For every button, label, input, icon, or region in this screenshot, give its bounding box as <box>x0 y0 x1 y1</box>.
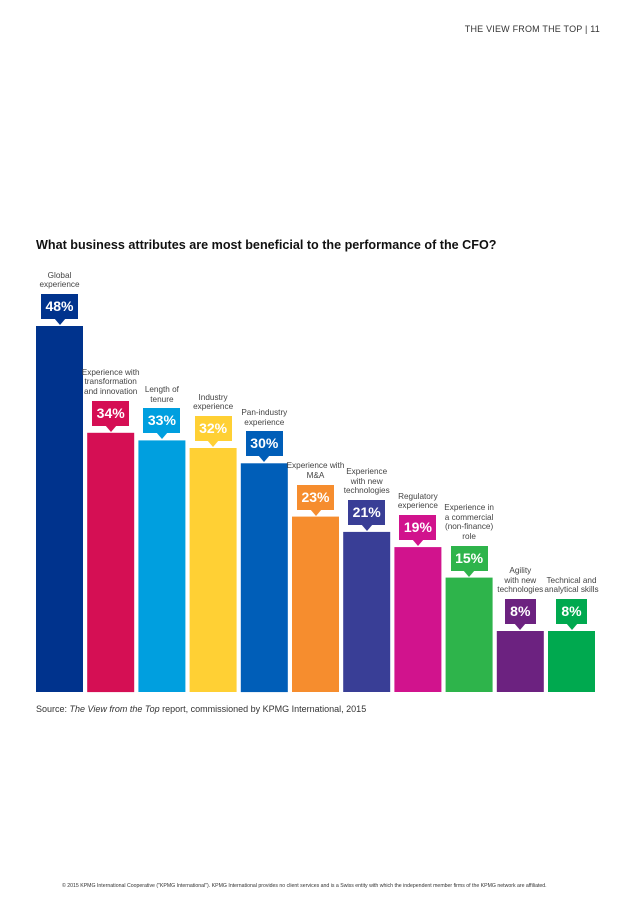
category-label-line: Experience <box>346 467 388 477</box>
category-label-line: experience <box>244 417 285 427</box>
value-label-1: 34% <box>92 400 130 432</box>
bar-0 <box>36 326 83 692</box>
value-label-6: 21% <box>348 499 386 531</box>
category-label-5: Experience with M&A <box>284 461 348 480</box>
category-label-line: technologies <box>497 585 544 595</box>
category-label-2: Length of tenure <box>130 385 194 404</box>
category-label-line: analytical skills <box>544 585 599 595</box>
source-report-title: The View from the Top <box>69 704 160 714</box>
page-header: THE VIEW FROM THE TOP | 11 <box>464 24 600 34</box>
chart-title: What business attributes are most benefi… <box>36 238 497 252</box>
bar-3 <box>189 448 237 692</box>
category-label-line: Global <box>47 270 72 280</box>
value-label-3: 32% <box>194 416 232 447</box>
category-label-4: Pan-industry experience <box>232 408 296 427</box>
bar-5 <box>292 516 339 692</box>
bar-9 <box>496 631 544 692</box>
category-label-line: Length of <box>144 385 179 395</box>
category-label-line: (non-finance) <box>444 522 494 532</box>
source-prefix: Source: <box>36 704 70 714</box>
category-label-line: a commercial <box>444 512 494 522</box>
source-note: Source: The View from the Top report, co… <box>36 704 366 714</box>
category-label-0: Global experience <box>28 271 92 290</box>
category-label-line: Technical and <box>546 575 597 585</box>
category-label-6: Experience with new technologies <box>335 467 399 496</box>
category-label-line: Pan-industry <box>241 408 288 418</box>
category-label-line: with new <box>504 575 537 585</box>
category-label-7: Regulatory experience <box>386 492 450 511</box>
category-label-line: experience <box>39 280 80 290</box>
category-label-line: transformation <box>84 377 137 387</box>
copyright-footer: © 2015 KPMG International Cooperative ("… <box>62 883 547 889</box>
category-label-line: experience <box>397 501 438 511</box>
category-label-line: Experience in <box>444 503 494 513</box>
category-label-line: technologies <box>343 486 390 496</box>
source-suffix: report, commissioned by KPMG Internation… <box>159 704 367 714</box>
category-label-line: Regulatory <box>398 491 438 501</box>
bar-7 <box>394 547 442 692</box>
category-label-line: tenure <box>150 394 174 404</box>
category-label-10: Technical and analytical skills <box>540 576 604 595</box>
bar-6 <box>343 531 391 692</box>
value-label-4: 30% <box>245 431 283 463</box>
value-label-7: 19% <box>399 515 437 547</box>
bar-2 <box>138 440 186 692</box>
category-label-line: role <box>462 531 476 541</box>
value-label-8: 15% <box>450 545 488 577</box>
category-label-line: Agility <box>509 566 532 576</box>
bar-4 <box>240 463 288 693</box>
value-label-2: 33% <box>143 408 181 440</box>
bar-10 <box>548 631 595 692</box>
category-label-3: Industry experience <box>181 393 245 412</box>
value-label-5: 23% <box>297 484 334 516</box>
bar-1 <box>87 432 135 693</box>
category-label-line: Experience with <box>286 461 345 471</box>
category-label-line: Experience with <box>81 367 140 377</box>
category-label-line: experience <box>193 402 234 412</box>
category-label-9: Agility with new technologies <box>488 566 552 595</box>
category-label-line: with new <box>350 476 383 486</box>
value-label-10: 8% <box>556 599 587 630</box>
value-label-0: 48% <box>41 294 78 325</box>
category-label-1: Experience with transformation and innovat… <box>79 368 143 397</box>
category-label-8: Experience in a commercial (non-finance) ro… <box>437 503 501 541</box>
category-label-line: Industry <box>198 392 228 402</box>
value-label-9: 8% <box>504 599 536 630</box>
category-label-line: and innovation <box>84 387 138 397</box>
category-label-line: M&A <box>306 470 325 480</box>
bar-8 <box>445 577 493 692</box>
